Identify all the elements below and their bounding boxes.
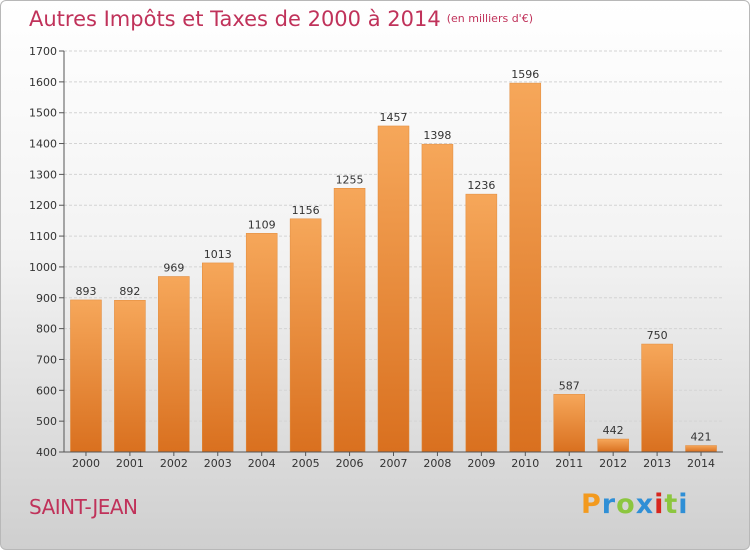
x-tick-label: 2008 xyxy=(423,457,451,470)
bar-2003 xyxy=(202,262,234,453)
bar-2011 xyxy=(553,394,585,453)
bar-value-label: 587 xyxy=(559,379,580,392)
bar-2002 xyxy=(158,276,190,453)
axis-layer: 400 500 600 700 800 900 1000 1100 1200 1300 1400 15… xyxy=(29,45,723,470)
logo-letter: P xyxy=(581,489,602,520)
x-tick-label: 2000 xyxy=(72,457,100,470)
logo-letter: r xyxy=(601,489,617,520)
bar-value-label: 1156 xyxy=(292,204,320,217)
y-tick-label: 1200 xyxy=(29,199,57,212)
y-tick-label: 400 xyxy=(36,446,57,459)
logo-letter: i xyxy=(678,489,689,520)
bar-value-label: 1457 xyxy=(380,111,408,124)
x-tick-label: 2009 xyxy=(467,457,495,470)
bar-value-label: 1236 xyxy=(467,179,495,192)
y-tick-label: 700 xyxy=(36,353,57,366)
bar-value-label: 442 xyxy=(603,424,624,437)
y-tick-label: 1400 xyxy=(29,138,57,151)
bar-2013 xyxy=(641,343,673,453)
bar-value-label: 750 xyxy=(647,329,668,342)
bar-2012 xyxy=(597,438,629,453)
x-tick-label: 2007 xyxy=(380,457,408,470)
y-tick-label: 600 xyxy=(36,384,57,397)
bar-value-label: 892 xyxy=(119,285,140,298)
y-tick-label: 900 xyxy=(36,292,57,305)
bar-value-label: 1398 xyxy=(423,129,451,142)
y-tick-label: 1500 xyxy=(29,107,57,120)
x-tick-label: 2006 xyxy=(336,457,364,470)
bar-value-label: 1013 xyxy=(204,248,232,261)
chart-title: Autres Impôts et Taxes de 2000 à 2014 (en… xyxy=(29,7,533,31)
x-tick-label: 2013 xyxy=(643,457,671,470)
x-tick-label: 2001 xyxy=(116,457,144,470)
bar-2010 xyxy=(509,82,542,453)
y-tick-label: 1300 xyxy=(29,168,57,181)
x-tick-label: 2014 xyxy=(687,457,715,470)
x-tick-label: 2012 xyxy=(599,457,627,470)
x-tick-label: 2011 xyxy=(555,457,583,470)
y-tick-label: 800 xyxy=(36,323,57,336)
place-name: SAINT-JEAN xyxy=(29,495,138,519)
logo-letter: x xyxy=(635,489,655,520)
bar-value-label: 1255 xyxy=(336,173,364,186)
chart-unit: (en milliers d'€) xyxy=(446,12,533,25)
logo-letter: i xyxy=(654,489,665,520)
bar-layer: 893 892 969 1013 1109 1156 1255 1457 1398 1236 159… xyxy=(70,68,717,453)
bar-2006 xyxy=(333,188,366,453)
logo-letter: o xyxy=(616,489,636,520)
chart-title-text: Autres Impôts et Taxes de 2000 à 2014 xyxy=(29,7,441,31)
x-tick-label: 2010 xyxy=(511,457,539,470)
bar-2009 xyxy=(465,193,498,453)
x-tick-label: 2004 xyxy=(248,457,276,470)
y-tick-label: 1600 xyxy=(29,76,57,89)
bar-value-label: 421 xyxy=(691,431,712,444)
logo-letter: t xyxy=(664,489,679,520)
bar-value-label: 1596 xyxy=(511,68,539,81)
bar-2000 xyxy=(70,299,102,453)
bar-value-label: 1109 xyxy=(248,218,276,231)
bar-2007 xyxy=(377,125,410,453)
bar-2008 xyxy=(421,143,454,453)
y-tick-label: 1100 xyxy=(29,230,57,243)
bar-value-label: 893 xyxy=(75,285,96,298)
bar-value-label: 969 xyxy=(163,261,184,274)
x-tick-label: 2005 xyxy=(292,457,320,470)
bar-2001 xyxy=(114,299,146,453)
bar-2014 xyxy=(685,445,717,453)
y-tick-label: 500 xyxy=(36,415,57,428)
bar-2004 xyxy=(245,233,278,453)
x-tick-label: 2003 xyxy=(204,457,232,470)
proxiti-logo: Proxiti xyxy=(581,489,689,520)
y-tick-label: 1700 xyxy=(29,45,57,58)
y-tick-label: 1000 xyxy=(29,261,57,274)
x-tick-label: 2002 xyxy=(160,457,188,470)
bar-2005 xyxy=(289,218,322,453)
